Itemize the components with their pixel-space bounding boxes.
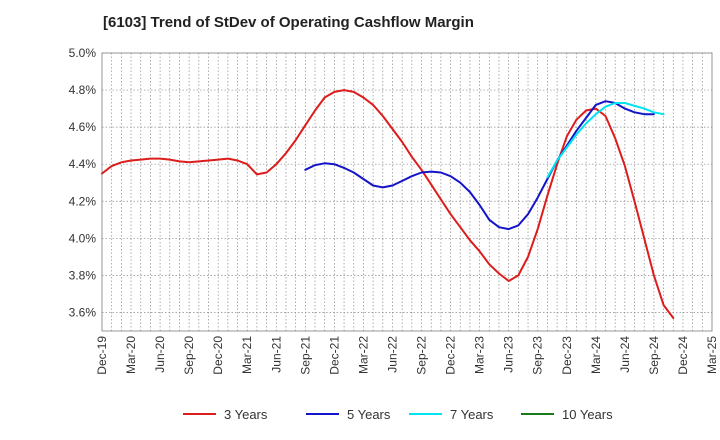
x-tick-label: Dec-23 [560, 336, 574, 375]
x-tick-label: Jun-24 [618, 336, 632, 373]
y-tick-label: 4.8% [69, 83, 97, 97]
legend-label-10-years: 10 Years [562, 407, 613, 422]
x-tick-label: Mar-22 [356, 336, 370, 374]
x-tick-label: Jun-23 [502, 336, 516, 373]
x-tick-label: Sep-22 [415, 336, 429, 375]
y-tick-label: 4.0% [69, 231, 97, 245]
x-tick-label: Jun-20 [153, 336, 167, 373]
series-layer [101, 89, 675, 319]
y-tick-label: 3.8% [69, 268, 97, 282]
y-tick-label: 4.6% [69, 120, 97, 134]
series-line-7-years [546, 102, 665, 179]
x-tick-label: Mar-20 [124, 336, 138, 374]
x-tick-label: Sep-24 [647, 336, 661, 375]
x-tick-label: Mar-21 [240, 336, 254, 374]
x-tick-label: Dec-20 [211, 336, 225, 375]
legend: 3 Years 5 Years 7 Years 10 Years [183, 407, 613, 422]
plot-area [101, 52, 713, 332]
x-tick-label: Dec-19 [95, 336, 109, 375]
y-axis: 3.6% 3.8% 4.0% 4.2% 4.4% 4.6% 4.8% 5.0% [69, 46, 97, 319]
y-tick-label: 4.4% [69, 157, 97, 171]
x-tick-label: Dec-22 [444, 336, 458, 375]
legend-label-3-years: 3 Years [224, 407, 268, 422]
x-tick-label: Sep-20 [182, 336, 196, 375]
x-tick-label: Sep-23 [531, 336, 545, 375]
y-tick-label: 4.2% [69, 194, 97, 208]
y-tick-label: 3.6% [69, 305, 97, 319]
x-tick-label: Mar-23 [473, 336, 487, 374]
x-axis: Dec-19 Mar-20 Jun-20 Sep-20 Dec-20 Mar-21 Jun-… [95, 336, 719, 375]
legend-label-7-years: 7 Years [450, 407, 494, 422]
grid-layer [101, 52, 713, 331]
x-tick-label: Jun-21 [269, 336, 283, 373]
series-line-3-years [101, 89, 675, 319]
legend-label-5-years: 5 Years [347, 407, 391, 422]
x-tick-label: Sep-21 [298, 336, 312, 375]
x-tick-label: Dec-24 [676, 336, 690, 375]
x-tick-label: Dec-21 [327, 336, 341, 375]
x-tick-label: Mar-24 [589, 336, 603, 374]
chart-title: [6103] Trend of StDev of Operating Cashf… [103, 14, 474, 31]
series-line-5-years [304, 100, 655, 231]
x-tick-label: Mar-25 [705, 336, 719, 374]
y-tick-label: 5.0% [69, 46, 97, 60]
x-tick-label: Jun-22 [385, 336, 399, 373]
